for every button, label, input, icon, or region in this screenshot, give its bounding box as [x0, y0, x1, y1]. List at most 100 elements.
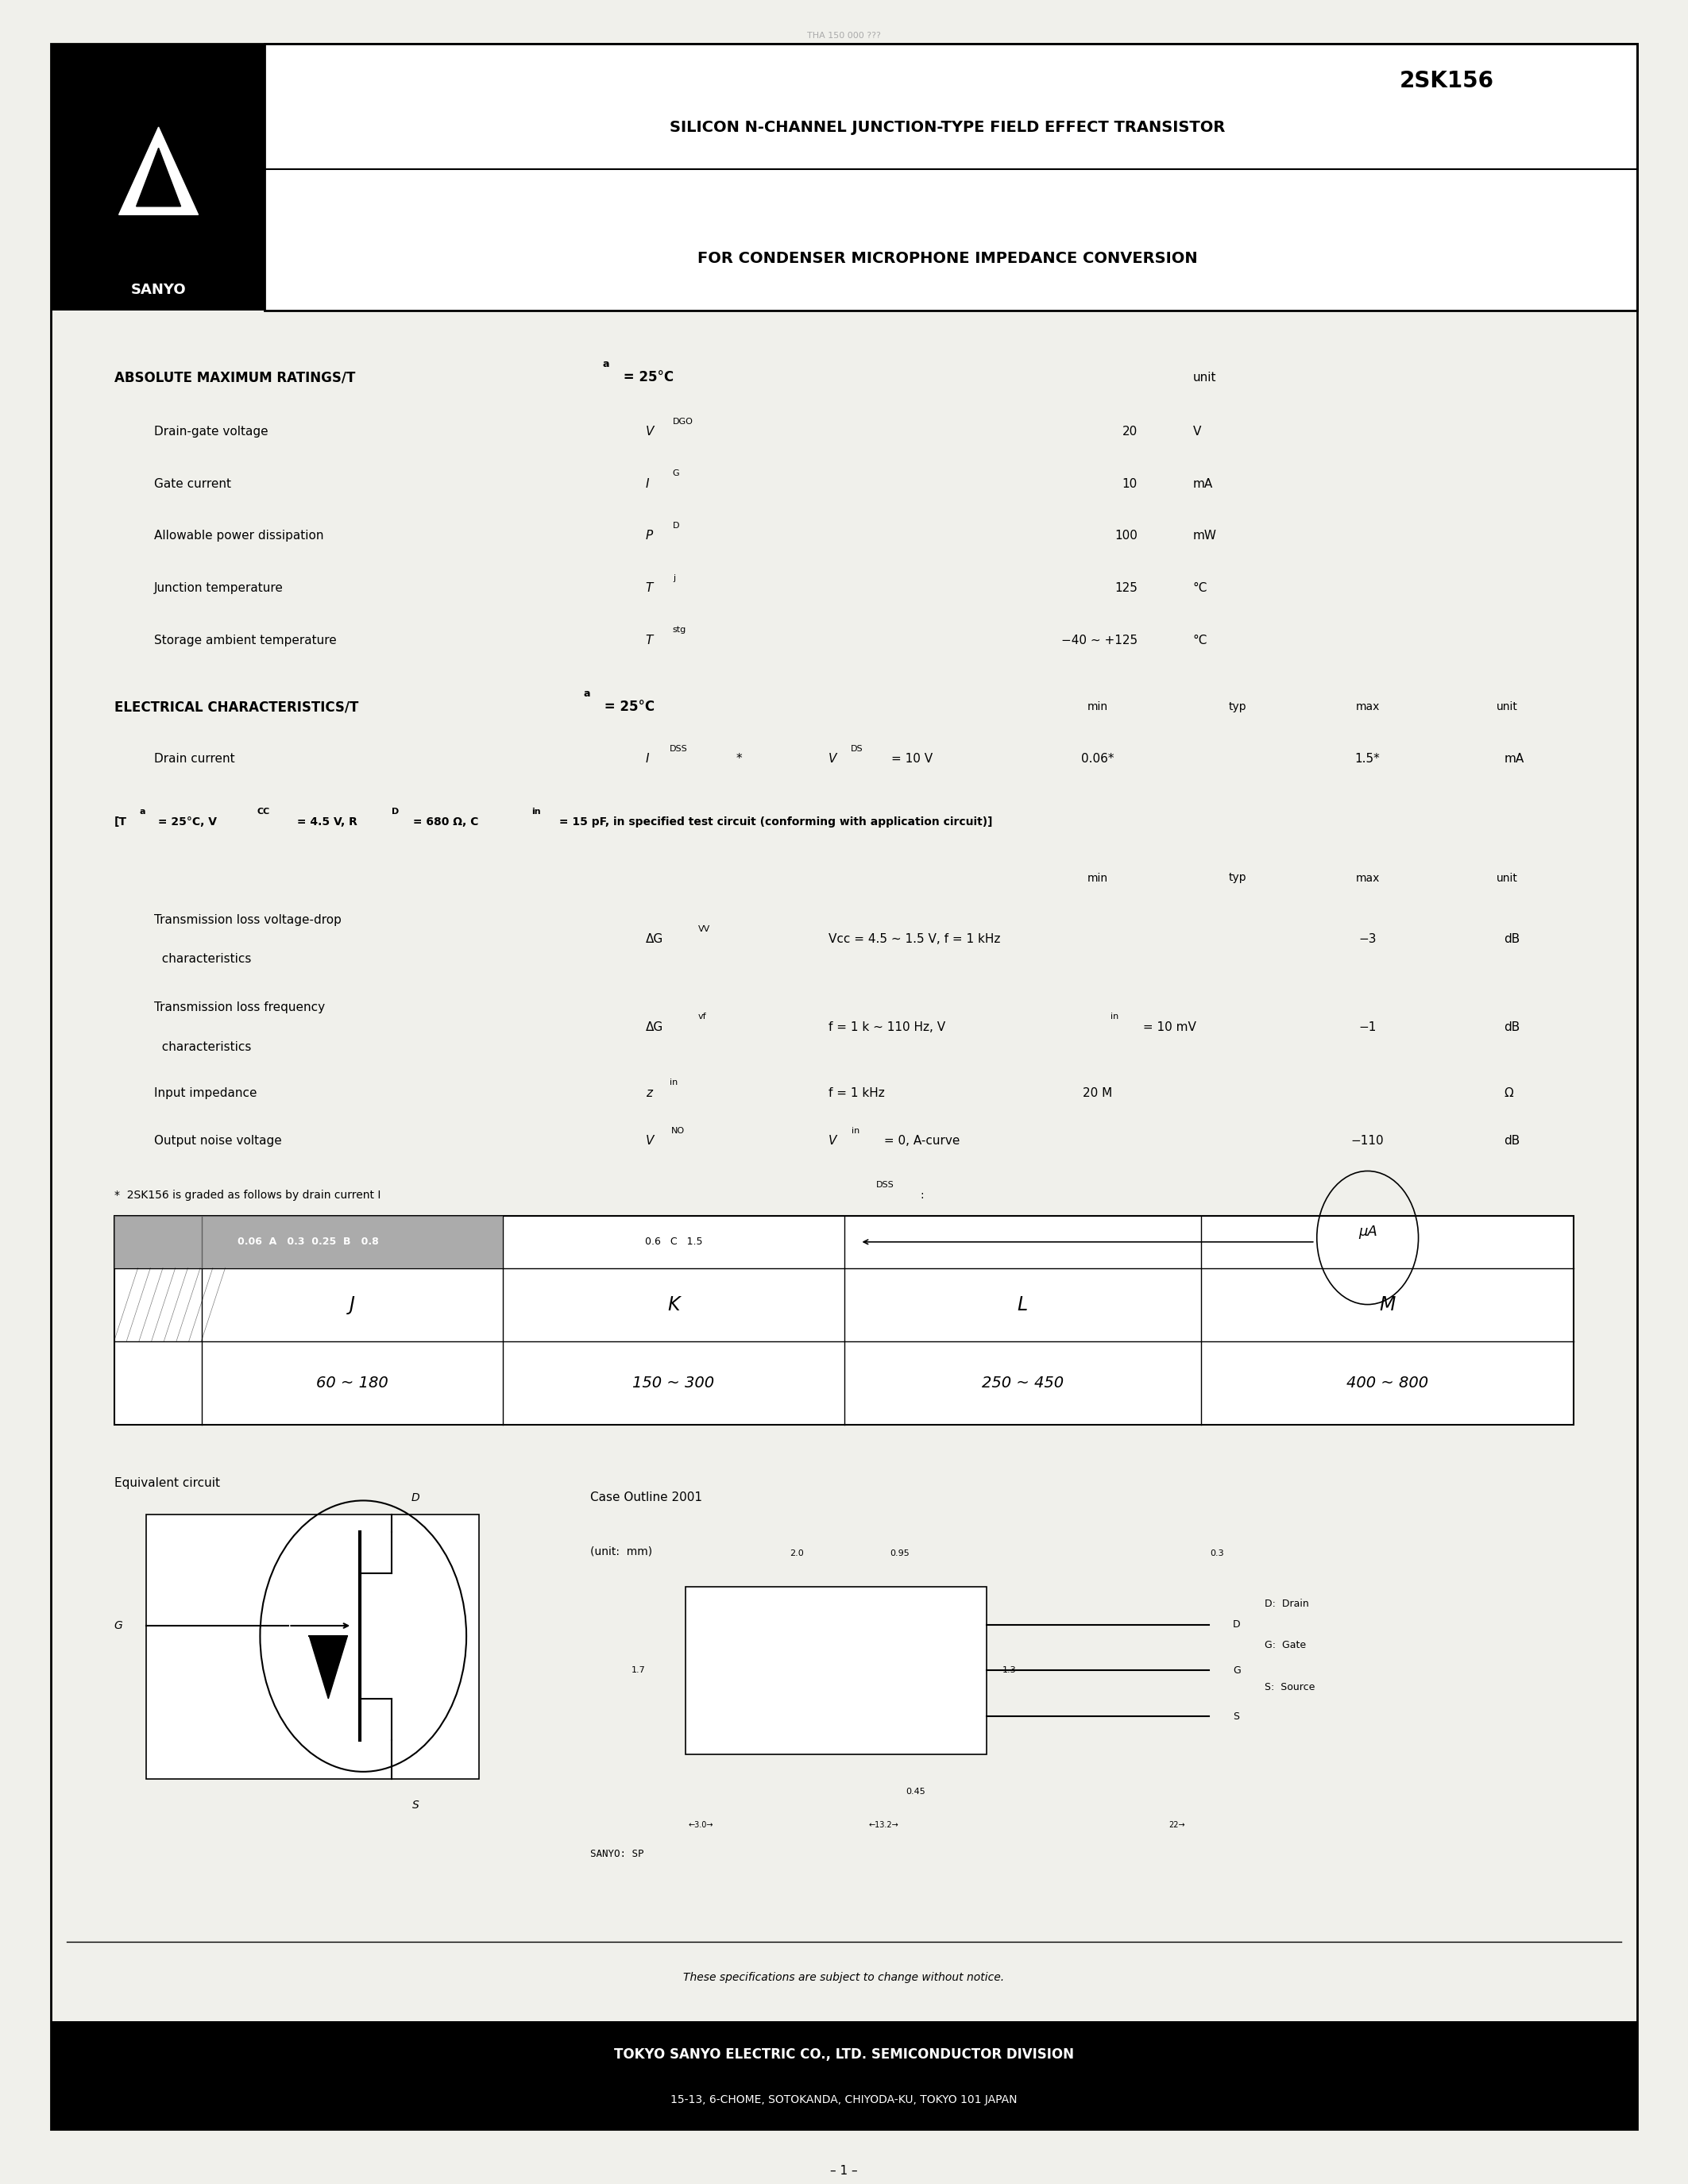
Text: z: z	[645, 1088, 652, 1099]
Text: G:  Gate: G: Gate	[1264, 1640, 1307, 1651]
Text: 2.0: 2.0	[790, 1551, 803, 1557]
Text: = 25°C: = 25°C	[619, 371, 674, 384]
Text: D: D	[412, 1492, 420, 1503]
Text: ΔG: ΔG	[645, 933, 663, 946]
Text: VV: VV	[699, 926, 711, 933]
Text: 22→: 22→	[1170, 1821, 1185, 1828]
Polygon shape	[137, 149, 181, 205]
Text: V: V	[1193, 426, 1202, 437]
Text: THA 150 000 ???: THA 150 000 ???	[807, 31, 881, 39]
Text: −40 ~ +125: −40 ~ +125	[1062, 633, 1138, 646]
Text: = 0, A-curve: = 0, A-curve	[881, 1136, 960, 1147]
Text: unit: unit	[1497, 701, 1518, 712]
Text: S:  Source: S: Source	[1264, 1682, 1315, 1693]
Text: V: V	[829, 1136, 836, 1147]
Text: P: P	[645, 531, 653, 542]
Text: Drain current: Drain current	[154, 753, 235, 764]
Text: D:  Drain: D: Drain	[1264, 1599, 1308, 1610]
Text: G: G	[113, 1621, 122, 1631]
Text: 125: 125	[1114, 583, 1138, 594]
Text: V: V	[829, 753, 836, 764]
Text: ELECTRICAL CHARACTERISTICS/T: ELECTRICAL CHARACTERISTICS/T	[115, 699, 358, 714]
Text: [T: [T	[115, 817, 127, 828]
Text: TOKYO SANYO ELECTRIC CO., LTD. SEMICONDUCTOR DIVISION: TOKYO SANYO ELECTRIC CO., LTD. SEMICONDU…	[614, 2046, 1074, 2062]
Text: mA: mA	[1504, 753, 1524, 764]
Text: 1.5*: 1.5*	[1355, 753, 1381, 764]
Text: min: min	[1087, 701, 1109, 712]
Text: in: in	[532, 808, 540, 815]
Text: °C: °C	[1193, 633, 1207, 646]
Text: characteristics: characteristics	[154, 1042, 252, 1053]
Text: K: K	[667, 1295, 680, 1315]
Text: max: max	[1355, 701, 1379, 712]
Text: Input impedance: Input impedance	[154, 1088, 257, 1099]
Text: f = 1 k ~ 110 Hz, V: f = 1 k ~ 110 Hz, V	[829, 1022, 945, 1033]
Text: ←13.2→: ←13.2→	[869, 1821, 898, 1828]
Text: DSS: DSS	[876, 1182, 895, 1188]
Text: Junction temperature: Junction temperature	[154, 583, 284, 594]
Bar	[51, 44, 265, 310]
Text: vf: vf	[699, 1013, 707, 1020]
Text: I: I	[645, 478, 650, 489]
Text: °C: °C	[1193, 583, 1207, 594]
Text: DGO: DGO	[672, 417, 694, 426]
Text: μA: μA	[1359, 1225, 1377, 1238]
Text: 250 ~ 450: 250 ~ 450	[981, 1376, 1063, 1391]
Text: G: G	[672, 470, 680, 478]
Bar	[265, 44, 1637, 310]
Text: 1.3: 1.3	[1003, 1666, 1016, 1675]
Text: = 25°C: = 25°C	[599, 699, 655, 714]
Text: 0.45: 0.45	[905, 1787, 925, 1795]
Text: in: in	[1111, 1013, 1119, 1020]
Bar	[115, 1216, 503, 1269]
Text: 60 ~ 180: 60 ~ 180	[316, 1376, 388, 1391]
Text: T: T	[645, 633, 653, 646]
Text: Ω: Ω	[1504, 1088, 1514, 1099]
Text: a: a	[584, 688, 591, 699]
Text: in: in	[852, 1127, 861, 1133]
Text: SANYO: SANYO	[132, 282, 186, 297]
Text: typ: typ	[1229, 701, 1246, 712]
Text: 0.3: 0.3	[1210, 1551, 1224, 1557]
Text: 150 ~ 300: 150 ~ 300	[633, 1376, 714, 1391]
Text: 20: 20	[1123, 426, 1138, 437]
Text: G: G	[1232, 1666, 1241, 1675]
Text: Equivalent circuit: Equivalent circuit	[115, 1476, 219, 1489]
Text: Transmission loss voltage-drop: Transmission loss voltage-drop	[154, 913, 341, 926]
Text: D: D	[392, 808, 398, 815]
Text: dB: dB	[1504, 1022, 1521, 1033]
Text: 1.7: 1.7	[631, 1666, 645, 1675]
Text: D: D	[1232, 1621, 1241, 1629]
Text: M: M	[1379, 1295, 1396, 1315]
Bar	[685, 1588, 987, 1754]
Text: I: I	[645, 753, 650, 764]
Text: V: V	[645, 426, 653, 437]
Text: ABSOLUTE MAXIMUM RATINGS/T: ABSOLUTE MAXIMUM RATINGS/T	[115, 371, 354, 384]
Text: 10: 10	[1123, 478, 1138, 489]
Text: ΔG: ΔG	[645, 1022, 663, 1033]
Text: typ: typ	[1229, 871, 1246, 885]
Text: 0.6   C   1.5: 0.6 C 1.5	[645, 1236, 702, 1247]
Bar	[115, 1216, 1573, 1424]
Text: −1: −1	[1359, 1022, 1376, 1033]
Text: CC: CC	[257, 808, 270, 815]
Text: S: S	[1232, 1712, 1239, 1721]
Text: unit: unit	[1193, 371, 1217, 384]
Text: = 4.5 V, R: = 4.5 V, R	[294, 817, 358, 828]
Text: 0.95: 0.95	[890, 1551, 910, 1557]
Text: (unit:  mm): (unit: mm)	[591, 1546, 652, 1557]
Text: −3: −3	[1359, 933, 1376, 946]
Text: DS: DS	[851, 745, 863, 753]
Text: L: L	[1018, 1295, 1028, 1315]
Text: Allowable power dissipation: Allowable power dissipation	[154, 531, 324, 542]
Text: j: j	[672, 574, 675, 581]
Text: mA: mA	[1193, 478, 1214, 489]
Text: S: S	[412, 1800, 419, 1811]
Text: mW: mW	[1193, 531, 1217, 542]
Text: Vcc = 4.5 ~ 1.5 V, f = 1 kHz: Vcc = 4.5 ~ 1.5 V, f = 1 kHz	[829, 933, 999, 946]
Text: 400 ~ 800: 400 ~ 800	[1347, 1376, 1428, 1391]
Polygon shape	[118, 127, 197, 214]
Text: = 25°C, V: = 25°C, V	[154, 817, 216, 828]
Text: characteristics: characteristics	[154, 954, 252, 965]
Text: = 15 pF, in specified test circuit (conforming with application circuit)]: = 15 pF, in specified test circuit (conf…	[555, 817, 993, 828]
